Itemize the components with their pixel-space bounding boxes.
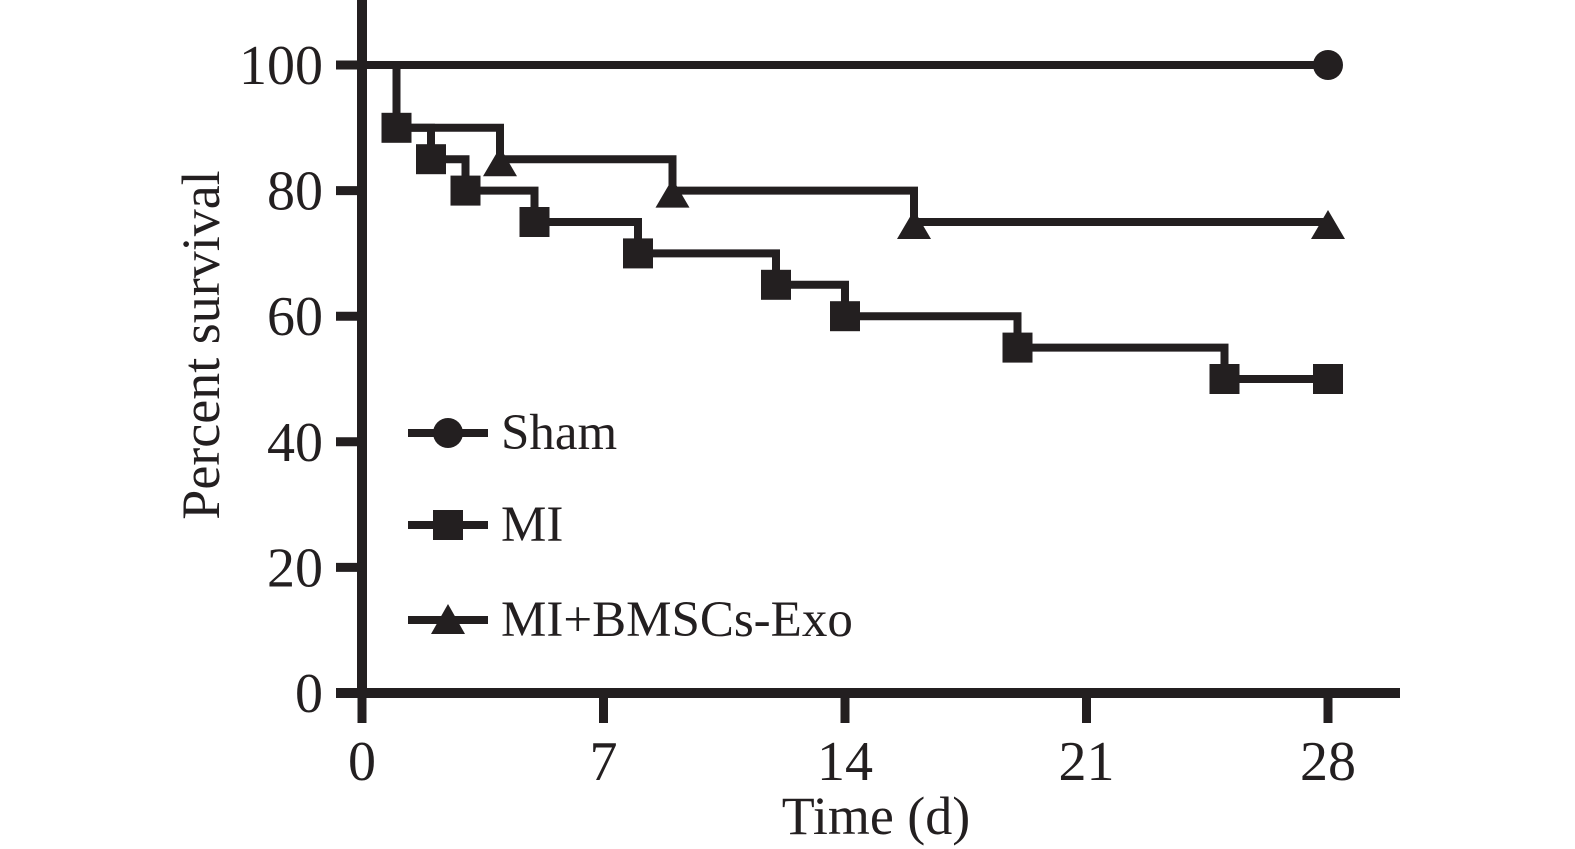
x-tick-label: 28 (1300, 731, 1356, 793)
triangle-icon (408, 604, 488, 634)
marker-sham (1313, 50, 1343, 80)
x-tick-label: 21 (1059, 731, 1115, 793)
x-tick-label: 0 (348, 731, 376, 793)
legend-item-sham: Sham (408, 403, 617, 463)
marker-mi (761, 269, 791, 300)
y-axis-title: Percent survival (171, 170, 231, 520)
marker-mi (450, 175, 481, 206)
y-tick-label: 20 (267, 537, 323, 599)
square-icon (408, 510, 488, 540)
marker-mi (416, 144, 446, 175)
legend-label-sham: Sham (501, 404, 618, 461)
circle-icon (408, 418, 488, 448)
x-tick-label: 7 (590, 731, 618, 793)
marker-mi-bmscs-exo (1311, 210, 1345, 239)
marker-mi (381, 112, 412, 143)
marker-mi (1313, 364, 1343, 394)
y-tick-label: 60 (267, 286, 323, 348)
y-tick-label: 100 (239, 35, 323, 97)
marker-mi (519, 207, 550, 237)
marker-mi (1002, 332, 1033, 363)
x-axis-title: Time (d) (781, 786, 971, 846)
x-tick-label: 14 (817, 731, 873, 793)
marker-mi-bmscs-exo (483, 147, 517, 177)
legend-label-mi: MI (501, 496, 564, 553)
y-tick-label: 40 (267, 412, 323, 474)
marker-mi (1209, 364, 1240, 394)
y-tick-label: 0 (295, 663, 323, 725)
legend-item-mi: MI (408, 495, 563, 555)
marker-mi-bmscs-exo (897, 210, 931, 239)
legend-label-mi-bmscs-exo: MI+BMSCs-Exo (501, 591, 853, 648)
marker-mi-bmscs-exo (655, 178, 690, 208)
y-tick-label: 80 (267, 161, 323, 223)
marker-mi (623, 238, 653, 269)
series-line-mi-bmscs-exo (362, 61, 1328, 226)
marker-mi (830, 301, 860, 332)
legend-item-mi-bmscs-exo: MI+BMSCs-Exo (408, 590, 853, 650)
